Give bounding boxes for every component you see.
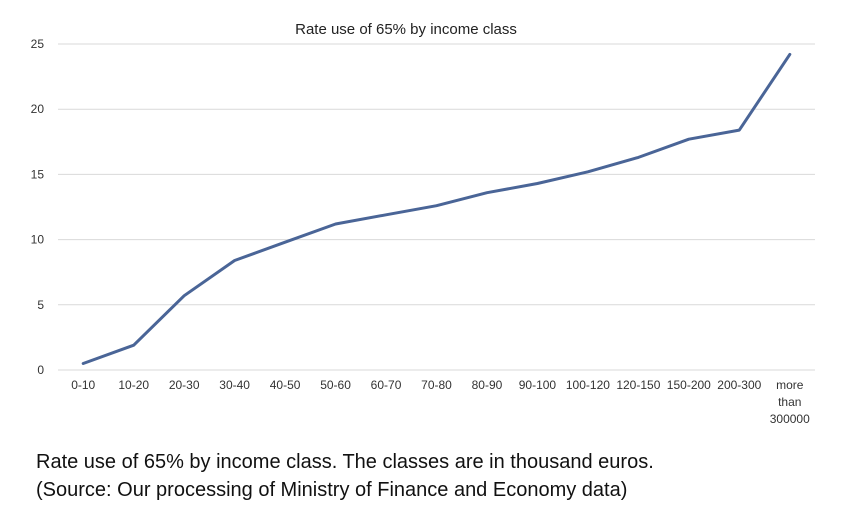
x-tick-label: 150-200 bbox=[667, 378, 711, 392]
x-tick-label: more than 300000 bbox=[770, 378, 810, 426]
y-tick-label: 15 bbox=[31, 167, 45, 181]
line-chart: Rate use of 65% by income class 0 5 10 15 20… bbox=[31, 21, 815, 426]
x-tick-label: 120-150 bbox=[616, 378, 660, 392]
x-tick-label: 200-300 bbox=[717, 378, 761, 392]
x-tick-label: 90-100 bbox=[519, 378, 557, 392]
gridlines bbox=[58, 43, 815, 371]
x-tick-label: 30-40 bbox=[219, 378, 250, 392]
y-tick-label: 5 bbox=[37, 298, 44, 312]
x-tick-label: 10-20 bbox=[118, 378, 149, 392]
chart-title: Rate use of 65% by income class bbox=[295, 21, 517, 38]
x-tick-label: 70-80 bbox=[421, 378, 452, 392]
x-tick-label: 0-10 bbox=[71, 378, 95, 392]
x-axis-tick-labels: 0-10 10-20 20-30 30-40 40-50 50-60 60-70 70-80 8… bbox=[71, 378, 810, 426]
x-tick-label: 100-120 bbox=[566, 378, 610, 392]
y-tick-label: 25 bbox=[31, 37, 45, 51]
y-axis-tick-labels: 0 5 10 15 20 25 bbox=[31, 37, 45, 377]
y-tick-label: 20 bbox=[31, 102, 45, 116]
caption-line-2: (Source: Our processing of Ministry of F… bbox=[36, 479, 628, 501]
x-tick-label: 60-70 bbox=[371, 378, 402, 392]
series-line bbox=[81, 52, 792, 365]
x-tick-label: 40-50 bbox=[270, 378, 301, 392]
y-tick-label: 10 bbox=[31, 233, 45, 247]
figure-caption: Rate use of 65% by income class. The cla… bbox=[36, 448, 654, 504]
caption-line-1: Rate use of 65% by income class. The cla… bbox=[36, 451, 654, 473]
y-tick-label: 0 bbox=[37, 363, 44, 377]
x-tick-label: 20-30 bbox=[169, 378, 200, 392]
x-tick-label: 80-90 bbox=[472, 378, 503, 392]
x-tick-label: 50-60 bbox=[320, 378, 351, 392]
